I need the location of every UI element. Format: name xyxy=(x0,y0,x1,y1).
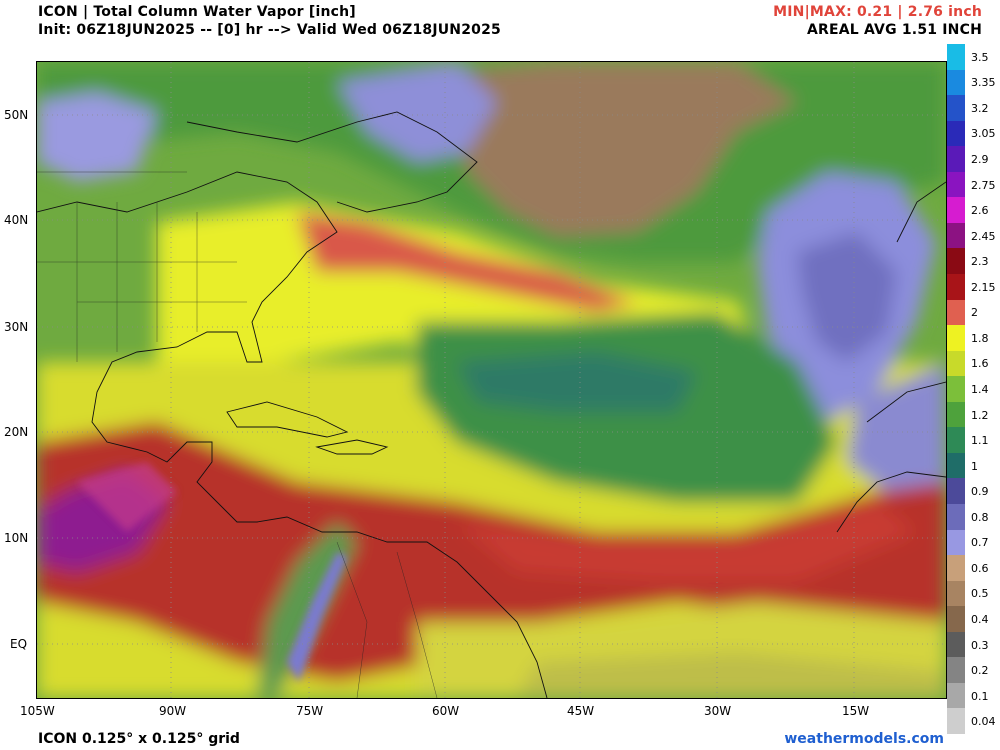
colorbar-label: 2.3 xyxy=(971,255,989,269)
lat-label: 20N xyxy=(4,425,29,439)
colorbar-swatch xyxy=(947,631,965,658)
areal-average: AREAL AVG 1.51 INCH xyxy=(806,22,982,38)
map-title: ICON | Total Column Water Vapor [inch] xyxy=(38,4,356,20)
colorbar-swatch xyxy=(947,248,965,275)
colorbar-swatch xyxy=(947,682,965,709)
colorbar-label: 0.5 xyxy=(971,587,989,601)
colorbar-swatch xyxy=(947,95,965,122)
colorbar-swatch xyxy=(947,376,965,403)
colorbar-label: 0.9 xyxy=(971,485,989,499)
colorbar-swatch xyxy=(947,504,965,531)
colorbar: 3.5 3.35 3.2 3.05 2.9 2.75 2.6 2.45 2.3 2.15 2 1.8 1… xyxy=(947,44,996,735)
colorbar-swatch xyxy=(947,274,965,301)
lon-label: 45W xyxy=(567,704,595,718)
colorbar-label: 0.7 xyxy=(971,536,989,550)
colorbar-label: 3.05 xyxy=(971,127,996,141)
colorbar-swatch xyxy=(947,708,965,735)
colorbar-label: 1.4 xyxy=(971,383,989,396)
lon-label: 75W xyxy=(296,704,324,718)
colorbar-label: 1 xyxy=(971,459,978,473)
water-vapor-map xyxy=(36,61,947,699)
colorbar-label: 0.6 xyxy=(971,561,989,575)
grid-resolution-note: ICON 0.125° x 0.125° grid xyxy=(38,731,240,747)
init-valid-time: Init: 06Z18JUN2025 -- [0] hr --> Valid W… xyxy=(38,22,501,38)
colorbar-label: 0.8 xyxy=(971,510,989,524)
colorbar-swatch xyxy=(947,657,965,684)
lon-label: 90W xyxy=(159,704,187,718)
lat-label: 30N xyxy=(4,320,29,334)
source-link[interactable]: weathermodels.com xyxy=(784,731,944,747)
lat-label: 10N xyxy=(4,531,29,545)
colorbar-swatch xyxy=(947,222,965,249)
colorbar-swatch xyxy=(947,171,965,198)
lon-label: 105W xyxy=(20,704,55,718)
colorbar-swatch xyxy=(947,478,965,505)
lat-label: EQ xyxy=(10,637,28,651)
colorbar-swatch xyxy=(947,555,965,582)
colorbar-label: 0.04 xyxy=(971,715,996,729)
colorbar-label: 2.6 xyxy=(971,204,989,218)
colorbar-label: 3.35 xyxy=(971,76,996,90)
colorbar-label: 1.2 xyxy=(971,408,989,422)
colorbar-swatch xyxy=(947,299,965,326)
lat-label: 40N xyxy=(4,213,29,227)
colorbar-swatch xyxy=(947,146,965,173)
colorbar-swatch xyxy=(947,197,965,224)
colorbar-label: 2.15 xyxy=(971,280,996,294)
colorbar-swatch xyxy=(947,69,965,96)
lon-label: 15W xyxy=(842,704,870,718)
colorbar-swatch xyxy=(947,427,965,454)
colorbar-label: 0.3 xyxy=(971,638,989,652)
colorbar-swatch xyxy=(947,350,965,377)
grid-lines xyxy=(37,62,946,698)
colorbar-label: 0.4 xyxy=(971,613,989,626)
colorbar-label: 0.1 xyxy=(971,689,989,703)
colorbar-label: 3.2 xyxy=(971,101,989,115)
colorbar-swatch xyxy=(947,580,965,607)
colorbar-label: 1.6 xyxy=(971,357,989,371)
colorbar-swatch xyxy=(947,606,965,633)
colorbar-swatch xyxy=(947,325,965,352)
colorbar-label: 1.8 xyxy=(971,331,989,345)
colorbar-swatch xyxy=(947,529,965,556)
colorbar-label: 0.2 xyxy=(971,664,989,678)
lon-label: 60W xyxy=(432,704,460,718)
colorbar-label: 1.1 xyxy=(971,434,989,448)
min-max-readout: MIN|MAX: 0.21 | 2.76 inch xyxy=(773,4,982,20)
colorbar-swatch xyxy=(947,44,965,71)
colorbar-swatch xyxy=(947,120,965,147)
colorbar-swatch xyxy=(947,401,965,428)
colorbar-label: 2 xyxy=(971,306,978,320)
colorbar-label: 2.45 xyxy=(971,229,996,243)
colorbar-label: 2.9 xyxy=(971,153,989,166)
colorbar-label: 2.75 xyxy=(971,178,996,192)
colorbar-swatch xyxy=(947,452,965,479)
lon-label: 30W xyxy=(704,704,732,718)
colorbar-label: 3.5 xyxy=(971,50,989,64)
lat-label: 50N xyxy=(4,108,29,122)
coastlines xyxy=(37,111,946,698)
